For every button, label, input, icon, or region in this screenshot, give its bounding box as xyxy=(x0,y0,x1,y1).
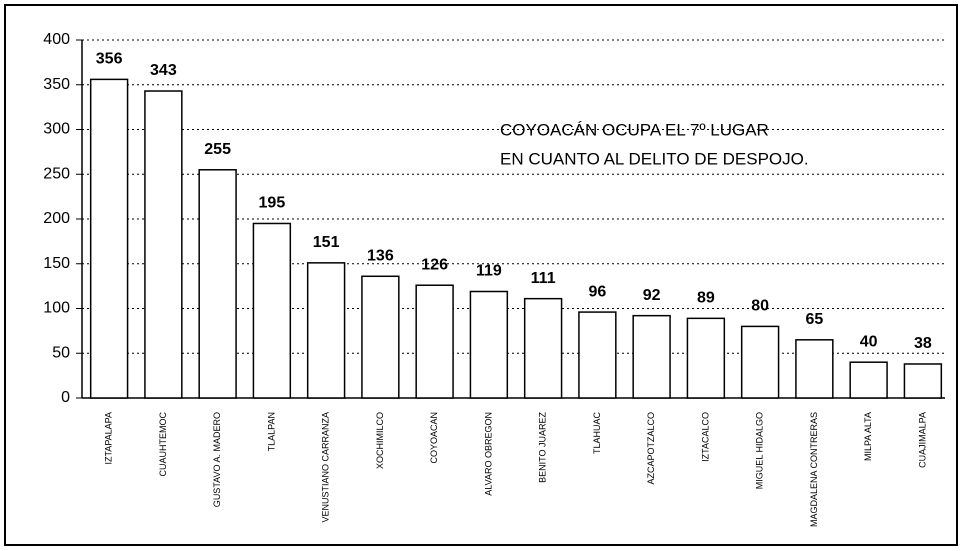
annotation: COYOACÁN OCUPA EL 7º LUGAR xyxy=(500,120,769,139)
x-tick-label: BENITO JUAREZ xyxy=(538,412,548,483)
bar xyxy=(578,311,617,399)
data-label: 126 xyxy=(421,256,448,273)
data-label: 255 xyxy=(204,141,231,158)
bar xyxy=(903,363,943,399)
y-tick-label: 350 xyxy=(43,76,70,93)
data-label: 89 xyxy=(697,290,715,307)
data-label: 96 xyxy=(588,283,606,300)
x-tick-label: GUSTAVO A. MADERO xyxy=(212,412,222,507)
x-tick-label: TLALPAN xyxy=(266,412,276,451)
data-label: 92 xyxy=(643,287,661,304)
x-tick-label: CUAJIMALPA xyxy=(917,412,927,468)
x-tick-label: MIGUEL HIDALGO xyxy=(755,412,765,489)
bar xyxy=(795,339,834,399)
x-tick-label: MAGDALENA CONTRERAS xyxy=(809,412,819,527)
data-label: 119 xyxy=(476,263,502,280)
bar xyxy=(198,169,237,399)
y-tick-label: 250 xyxy=(43,165,70,182)
x-tick-label: XOCHIMILCO xyxy=(375,412,385,469)
x-tick-label: MILPA ALTA xyxy=(863,412,873,461)
data-label: 356 xyxy=(96,51,123,68)
annotation: EN CUANTO AL DELITO DE DESPOJO. xyxy=(500,149,809,168)
data-label: 80 xyxy=(751,298,769,315)
bar xyxy=(361,275,400,399)
data-label: 65 xyxy=(805,311,823,328)
bar xyxy=(469,290,509,399)
bar xyxy=(686,317,726,399)
x-tick-label: CUAUHTEMOC xyxy=(158,412,168,477)
y-tick-label: 150 xyxy=(43,255,70,272)
y-tick-label: 200 xyxy=(43,210,70,227)
x-tick-label: TLAHUAC xyxy=(592,412,602,455)
x-tick-label: COYOACAN xyxy=(429,412,439,464)
x-tick-label: ALVARO OBREGON xyxy=(483,412,493,496)
data-label: 40 xyxy=(860,333,878,350)
bar xyxy=(306,262,346,399)
bar xyxy=(849,361,888,399)
y-tick-label: 50 xyxy=(52,344,70,361)
data-label: 38 xyxy=(914,335,932,352)
x-tick-label: AZCAPOTZALCO xyxy=(646,412,656,485)
bar xyxy=(632,314,671,399)
data-label: 343 xyxy=(150,62,177,79)
data-label: 111 xyxy=(531,270,556,287)
data-label: 195 xyxy=(259,195,286,212)
bar xyxy=(740,325,780,399)
bar xyxy=(415,284,454,399)
x-tick-label: IZTAPALAPA xyxy=(104,412,114,465)
x-tick-label: VENUSTIANO CARRANZA xyxy=(321,412,331,523)
x-tick-label: IZTACALCO xyxy=(700,412,710,462)
y-tick-label: 300 xyxy=(43,121,70,138)
bar xyxy=(89,78,129,399)
bar xyxy=(523,297,563,399)
y-tick-label: 0 xyxy=(61,389,70,406)
y-tick-label: 100 xyxy=(43,300,70,317)
bar xyxy=(144,90,183,399)
data-label: 136 xyxy=(367,247,394,264)
y-tick-label: 400 xyxy=(43,31,70,48)
bar xyxy=(252,222,292,399)
data-label: 151 xyxy=(313,234,340,251)
